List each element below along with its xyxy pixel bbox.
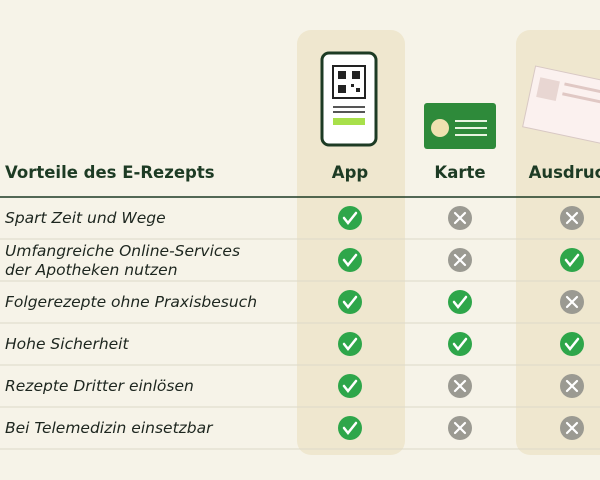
cross-icon xyxy=(448,374,472,398)
check-mark xyxy=(342,295,358,310)
icon-circle xyxy=(560,248,584,272)
cross-icon xyxy=(560,206,584,230)
cross-mark xyxy=(565,211,579,225)
icon-circle xyxy=(448,290,472,314)
cross-mark xyxy=(453,253,467,267)
check-mark xyxy=(452,337,468,352)
check-mark xyxy=(342,337,358,352)
check-icon xyxy=(448,332,472,356)
column-header: Karte xyxy=(434,163,485,182)
icon-circle xyxy=(338,206,362,230)
cross-icon xyxy=(560,290,584,314)
check-icon xyxy=(338,332,362,356)
check-mark xyxy=(564,337,580,352)
check-icon xyxy=(448,290,472,314)
row-label-line: Rezepte Dritter einlösen xyxy=(5,377,194,395)
cross-mark xyxy=(453,421,467,435)
check-icon xyxy=(338,290,362,314)
icon-circle xyxy=(338,374,362,398)
printout-icon xyxy=(522,65,600,147)
cross-icon xyxy=(560,416,584,440)
check-mark xyxy=(564,253,580,268)
check-icon xyxy=(338,374,362,398)
row-label: Rezepte Dritter einlösen xyxy=(5,377,194,395)
phone-icon xyxy=(320,51,378,147)
cross-icon xyxy=(560,374,584,398)
row-label-line: Bei Telemedizin einsetzbar xyxy=(5,419,214,437)
check-mark xyxy=(342,379,358,394)
cross-mark xyxy=(565,379,579,393)
row-label-line: Umfangreiche Online-Services xyxy=(5,242,240,260)
card-icon xyxy=(424,103,496,149)
check-icon xyxy=(560,332,584,356)
cross-icon xyxy=(448,248,472,272)
row-label: Spart Zeit und Wege xyxy=(5,209,166,227)
icon-circle xyxy=(560,332,584,356)
icon-circle xyxy=(338,416,362,440)
check-icon xyxy=(560,248,584,272)
cross-mark xyxy=(453,211,467,225)
icon-circle xyxy=(338,332,362,356)
cross-mark xyxy=(453,379,467,393)
icon-circle xyxy=(338,290,362,314)
icon-circle xyxy=(448,332,472,356)
check-mark xyxy=(342,421,358,436)
table-title: Vorteile des E-Rezepts xyxy=(5,163,215,182)
check-icon xyxy=(338,206,362,230)
column-header: App xyxy=(332,163,369,182)
column-header: Ausdruck xyxy=(529,163,600,182)
row-label: Bei Telemedizin einsetzbar xyxy=(5,419,214,437)
cross-mark xyxy=(565,421,579,435)
check-icon xyxy=(338,416,362,440)
icon-circle xyxy=(338,248,362,272)
cross-icon xyxy=(448,416,472,440)
row-label-line: Hohe Sicherheit xyxy=(5,335,129,353)
row-label-line: Folgerezepte ohne Praxisbesuch xyxy=(5,293,257,311)
check-icon xyxy=(338,248,362,272)
row-label: Umfangreiche Online-Services der Apotheke… xyxy=(5,242,240,279)
row-label-line: Spart Zeit und Wege xyxy=(5,209,166,227)
row-label: Folgerezepte ohne Praxisbesuch xyxy=(5,293,257,311)
check-mark xyxy=(342,253,358,268)
cross-mark xyxy=(565,295,579,309)
row-label-line: der Apotheken nutzen xyxy=(5,261,178,279)
check-mark xyxy=(342,211,358,226)
check-mark xyxy=(452,295,468,310)
cross-icon xyxy=(448,206,472,230)
row-label: Hohe Sicherheit xyxy=(5,335,129,353)
